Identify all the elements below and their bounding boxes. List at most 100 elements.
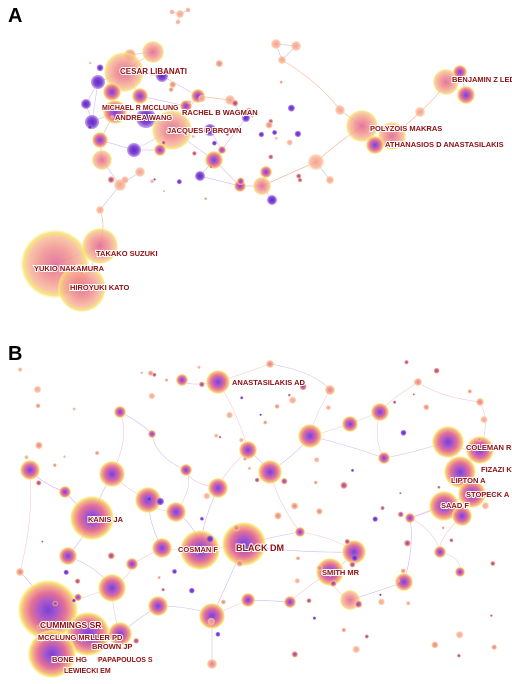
minor-node — [480, 416, 488, 424]
minor-node — [24, 455, 29, 460]
node — [85, 115, 99, 129]
minor-node — [279, 80, 283, 84]
minor-node — [291, 502, 299, 510]
node — [204, 124, 216, 136]
node — [154, 144, 166, 156]
minor-node — [491, 491, 497, 496]
minor-node — [380, 505, 385, 511]
minor-node — [404, 359, 409, 365]
minor-node — [218, 435, 222, 439]
minor-node — [286, 139, 293, 146]
minor-node — [490, 614, 493, 617]
minor-node — [168, 87, 174, 93]
node — [466, 436, 494, 464]
minor-node — [169, 81, 177, 88]
author-label: BONE HG — [52, 655, 87, 664]
node — [326, 176, 334, 184]
minor-node — [140, 371, 144, 375]
minor-node — [203, 492, 210, 500]
edge — [281, 59, 341, 111]
minor-node — [212, 140, 217, 146]
author-label: PAPAPOULOS S — [98, 657, 153, 664]
node — [103, 83, 121, 101]
minor-node — [413, 381, 417, 384]
node — [284, 596, 296, 608]
node — [20, 460, 40, 480]
minor-node — [176, 179, 182, 185]
minor-node — [164, 378, 169, 382]
minor-node — [237, 177, 245, 185]
node — [16, 568, 24, 576]
minor-node — [325, 405, 331, 411]
minor-node — [351, 468, 354, 472]
node — [241, 593, 255, 607]
minor-node — [400, 429, 407, 436]
author-label: LEWIECKI EM — [64, 668, 111, 675]
author-label: SAAD F — [441, 501, 469, 510]
minor-node — [296, 173, 302, 179]
author-label: CUMMINGS SR — [40, 620, 101, 630]
edge — [199, 175, 241, 187]
minor-node — [351, 554, 358, 561]
edge — [409, 517, 441, 553]
minor-node — [378, 598, 385, 606]
minor-node — [161, 587, 165, 592]
node — [316, 558, 344, 586]
minor-node — [157, 576, 161, 580]
minor-node — [162, 189, 166, 193]
author-label: TAKAKO SUZUKI — [96, 249, 158, 258]
node — [433, 69, 459, 95]
minor-node — [204, 197, 208, 201]
node — [458, 480, 486, 508]
minor-node — [192, 151, 197, 156]
node — [239, 441, 257, 459]
minor-node — [168, 70, 173, 75]
minor-node — [312, 616, 316, 620]
minor-node — [294, 130, 302, 138]
minor-node — [206, 535, 214, 543]
minor-node — [17, 367, 23, 372]
minor-node — [289, 396, 297, 404]
minor-node — [297, 177, 303, 183]
node — [476, 398, 484, 406]
node — [104, 52, 144, 92]
minor-node — [240, 396, 244, 400]
node — [59, 547, 77, 565]
minor-node — [291, 651, 299, 658]
minor-node — [268, 154, 274, 160]
labels-a: CESAR LIBANATI MICHAEL R MCCLUNG RACHEL B … — [33, 66, 512, 293]
minor-node — [37, 624, 42, 630]
author-label: CESAR LIBANATI — [120, 67, 187, 76]
minor-node — [220, 599, 226, 605]
node — [166, 502, 186, 522]
minor-node — [35, 480, 42, 486]
edge — [151, 433, 187, 471]
node — [271, 39, 281, 49]
minor-node — [456, 653, 461, 658]
minor-node — [306, 598, 312, 604]
node — [96, 206, 104, 214]
minor-node — [198, 381, 205, 388]
minor-node — [247, 466, 252, 471]
node — [152, 538, 172, 558]
minor-node — [239, 437, 244, 443]
minor-node — [354, 600, 363, 608]
node — [444, 456, 476, 488]
node — [432, 426, 464, 458]
minor-node — [259, 413, 262, 416]
node — [455, 567, 465, 577]
node — [207, 659, 217, 669]
minor-node — [433, 367, 440, 374]
author-label: ATHANASIOS D ANASTASILAKIS — [385, 140, 504, 149]
minor-node — [94, 450, 100, 456]
node — [92, 150, 112, 170]
node — [366, 136, 384, 154]
node — [195, 171, 205, 181]
author-label: BROWN JP — [92, 642, 132, 651]
minor-node — [172, 569, 177, 574]
node — [180, 464, 192, 476]
minor-node — [52, 600, 58, 607]
node — [253, 177, 271, 195]
minor-node — [197, 365, 201, 369]
node — [378, 122, 406, 150]
